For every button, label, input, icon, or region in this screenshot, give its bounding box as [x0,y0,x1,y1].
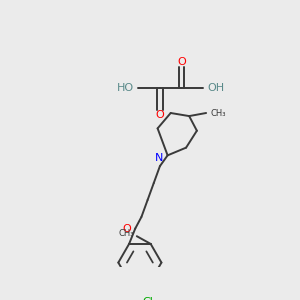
Text: O: O [155,110,164,119]
Text: O: O [122,224,131,233]
Text: HO: HO [117,83,134,93]
Text: CH₃: CH₃ [118,230,134,238]
Text: N: N [154,153,163,163]
Text: OH: OH [207,83,224,93]
Text: Cl: Cl [142,297,153,300]
Text: O: O [177,57,186,67]
Text: CH₃: CH₃ [211,109,226,118]
